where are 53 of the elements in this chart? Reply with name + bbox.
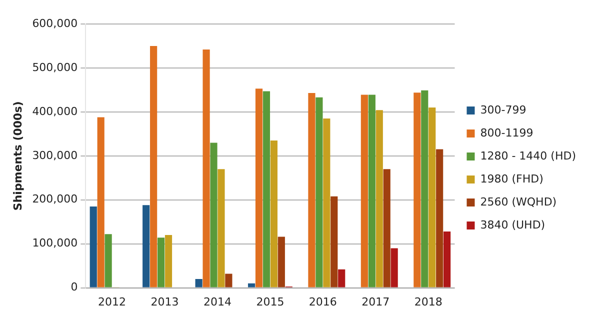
legend-label: 3840 (UHD) <box>480 218 546 232</box>
legend-label: 1280 - 1440 (HD) <box>480 149 576 162</box>
x-tick-label: 2015 <box>256 295 284 308</box>
bar <box>157 238 165 288</box>
bar <box>421 90 428 288</box>
x-tick-label: 2014 <box>203 295 232 308</box>
legend-label: 1980 (FHD) <box>480 172 544 186</box>
bar <box>390 248 398 288</box>
bar <box>278 236 285 288</box>
bar <box>360 94 368 288</box>
y-tick-label: 0 <box>70 280 78 294</box>
bar <box>262 91 270 288</box>
bar <box>164 235 172 288</box>
x-tick-label: 2017 <box>362 295 390 308</box>
bar <box>330 196 338 288</box>
bar <box>383 169 390 288</box>
y-tick-label: 200,000 <box>32 192 78 206</box>
bar <box>308 93 316 288</box>
y-tick-label: 500,000 <box>32 60 78 74</box>
bar <box>150 46 158 288</box>
x-tick-label: 2016 <box>308 295 337 308</box>
bar <box>195 279 202 288</box>
bar <box>210 142 218 288</box>
bar <box>270 140 278 288</box>
legend-label: 800-1199 <box>480 126 534 140</box>
bar <box>376 110 383 288</box>
legend-label: 2560 (WQHD) <box>480 195 557 208</box>
bar <box>323 118 330 288</box>
legend-label: 300-799 <box>480 103 526 116</box>
bar <box>436 149 444 288</box>
bar <box>104 234 112 288</box>
bar <box>428 108 436 288</box>
bar <box>368 94 376 288</box>
bar <box>248 283 256 288</box>
y-tick-label: 600,000 <box>32 16 78 30</box>
bar <box>338 269 346 288</box>
x-tick-label: 2012 <box>98 295 126 308</box>
bar <box>142 205 150 288</box>
y-axis-title: Shipments (000s) <box>11 101 24 211</box>
bar <box>414 92 421 288</box>
bar <box>255 88 263 288</box>
y-tick-label: 300,000 <box>32 148 78 162</box>
bar <box>225 274 232 288</box>
bar <box>218 169 225 288</box>
bar <box>443 232 451 288</box>
x-tick-label: 2018 <box>414 295 442 308</box>
bar <box>202 50 210 288</box>
y-tick-label: 400,000 <box>32 104 78 118</box>
bar <box>97 117 104 288</box>
bar <box>90 206 97 288</box>
x-tick-label: 2013 <box>150 295 179 308</box>
bar <box>316 97 323 288</box>
y-tick-label: 100,000 <box>32 236 78 250</box>
